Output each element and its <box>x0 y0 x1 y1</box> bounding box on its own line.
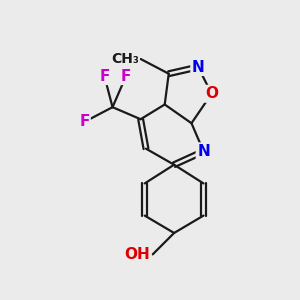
Text: F: F <box>99 69 110 84</box>
Text: OH: OH <box>124 247 150 262</box>
Text: O: O <box>205 86 218 101</box>
Text: CH₃: CH₃ <box>111 52 139 66</box>
Text: N: N <box>192 59 205 74</box>
Text: F: F <box>121 69 131 84</box>
Text: F: F <box>79 114 90 129</box>
Text: N: N <box>197 144 210 159</box>
